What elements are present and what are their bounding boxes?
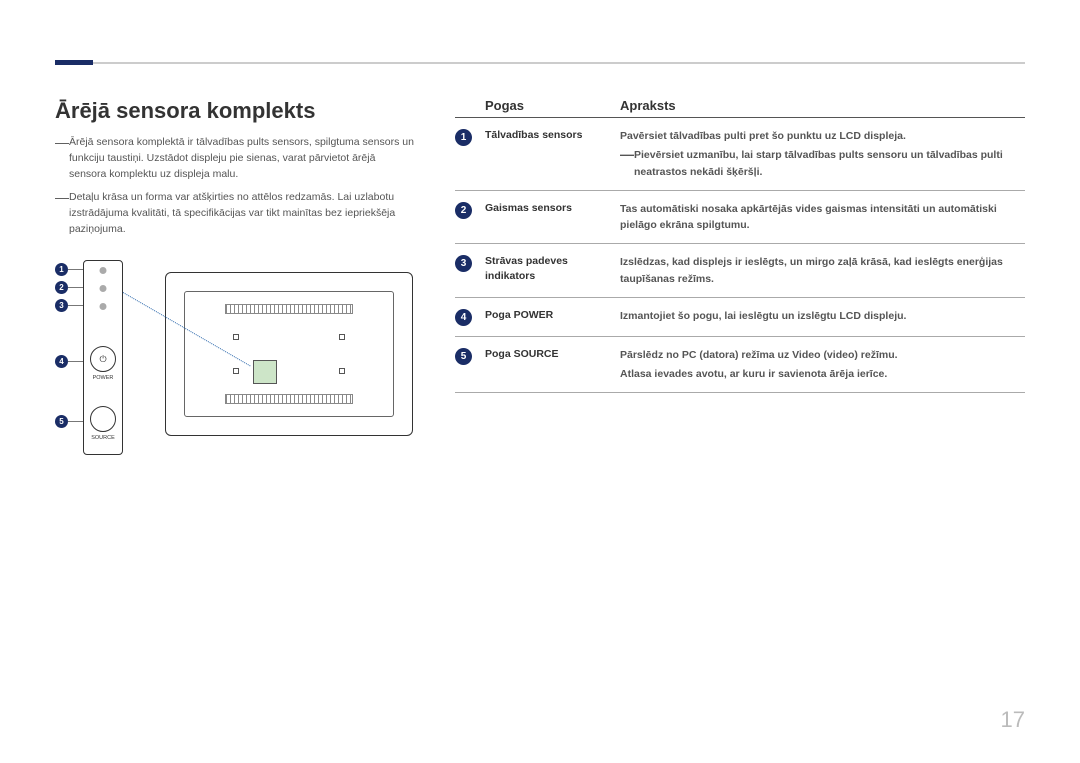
display-inner [184, 291, 394, 417]
table-row: 4 Poga POWER Izmantojiet šo pogu, lai ie… [455, 298, 1025, 337]
row-num-badge: 4 [455, 309, 472, 326]
page-title: Ārējā sensora komplekts [55, 98, 315, 124]
callout-line [68, 361, 83, 362]
sensor-dot [100, 267, 107, 274]
table-row: 5 Poga SOURCE Pārslēdz no PC (datora) re… [455, 337, 1025, 394]
header-pogas: Pogas [485, 98, 620, 113]
row-desc: Izslēdzas, kad displejs ir ieslēgts, un … [620, 254, 1025, 287]
desc-sub: ― Pievērsiet uzmanību, lai starp tālvadī… [620, 147, 1025, 180]
display-back [165, 272, 413, 436]
callout-line [68, 421, 83, 422]
row-name: Poga SOURCE [485, 347, 620, 362]
row-desc: Pavērsiet tālvadības pulti pret šo punkt… [620, 128, 1025, 180]
diagram: 1 2 3 4 5 ⏻ POWER SOURCE [55, 260, 415, 470]
page-number: 17 [1001, 707, 1025, 733]
power-knob: ⏻ [90, 346, 116, 372]
callout-5: 5 [55, 415, 68, 428]
desc-extra: Atlasa ievades avotu, ar kuru ir savieno… [620, 366, 1025, 382]
row-name: Gaismas sensors [485, 201, 620, 216]
note-item: ― Detaļu krāsa un forma var atšķirties n… [55, 190, 415, 237]
row-num-badge: 5 [455, 348, 472, 365]
callout-2: 2 [55, 281, 68, 294]
table-row: 2 Gaismas sensors Tas automātiski nosaka… [455, 191, 1025, 245]
row-name: Strāvas padeves indikators [485, 254, 620, 283]
power-label: POWER [84, 375, 122, 381]
top-rule [55, 62, 1025, 64]
row-num-badge: 3 [455, 255, 472, 272]
note-item: ― Ārējā sensora komplektā ir tālvadības … [55, 135, 415, 182]
callout-3: 3 [55, 299, 68, 312]
sensor-dot [100, 303, 107, 310]
table-header-row: Pogas Apraksts [455, 98, 1025, 118]
sensor-module: ⏻ POWER SOURCE [83, 260, 123, 455]
row-name: Poga POWER [485, 308, 620, 323]
callout-1: 1 [55, 263, 68, 276]
mount-hole [233, 334, 239, 340]
row-num-badge: 1 [455, 129, 472, 146]
table-row: 1 Tālvadības sensors Pavērsiet tālvadība… [455, 118, 1025, 191]
notes-block: ― Ārējā sensora komplektā ir tālvadības … [55, 135, 415, 246]
dash-icon: ― [620, 147, 634, 161]
desc-main: Izslēdzas, kad displejs ir ieslēgts, un … [620, 254, 1025, 287]
row-desc: Tas automātiski nosaka apkārtējās vides … [620, 201, 1025, 234]
mount-hole [339, 368, 345, 374]
dash-icon: ― [55, 190, 69, 204]
desc-main: Pavērsiet tālvadības pulti pret šo punkt… [620, 128, 1025, 144]
desc-main: Pārslēdz no PC (datora) režīma uz Video … [620, 347, 1025, 363]
sensor-location-highlight [253, 360, 277, 384]
row-desc: Pārslēdz no PC (datora) režīma uz Video … [620, 347, 1025, 383]
table-row: 3 Strāvas padeves indikators Izslēdzas, … [455, 244, 1025, 298]
mount-hole [339, 334, 345, 340]
top-accent [55, 60, 93, 65]
desc-main: Izmantojiet šo pogu, lai ieslēgtu un izs… [620, 308, 1025, 324]
mount-hole [233, 368, 239, 374]
vent-strip [225, 304, 353, 314]
dash-icon: ― [55, 135, 69, 149]
callout-4: 4 [55, 355, 68, 368]
row-desc: Izmantojiet šo pogu, lai ieslēgtu un izs… [620, 308, 1025, 324]
row-name: Tālvadības sensors [485, 128, 620, 143]
vent-strip [225, 394, 353, 404]
desc-main: Tas automātiski nosaka apkārtējās vides … [620, 201, 1025, 234]
header-apraksts: Apraksts [620, 98, 1025, 113]
sensor-dot [100, 285, 107, 292]
source-knob [90, 406, 116, 432]
note-text: Ārējā sensora komplektā ir tālvadības pu… [69, 136, 414, 180]
source-label: SOURCE [84, 435, 122, 441]
row-num-badge: 2 [455, 202, 472, 219]
spec-table: Pogas Apraksts 1 Tālvadības sensors Pavē… [455, 98, 1025, 393]
note-text: Detaļu krāsa un forma var atšķirties no … [69, 191, 395, 235]
